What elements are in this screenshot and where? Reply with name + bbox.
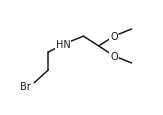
Text: O: O	[110, 32, 118, 42]
Text: Br: Br	[20, 81, 30, 91]
Text: HN: HN	[56, 40, 71, 50]
Text: O: O	[110, 51, 118, 61]
